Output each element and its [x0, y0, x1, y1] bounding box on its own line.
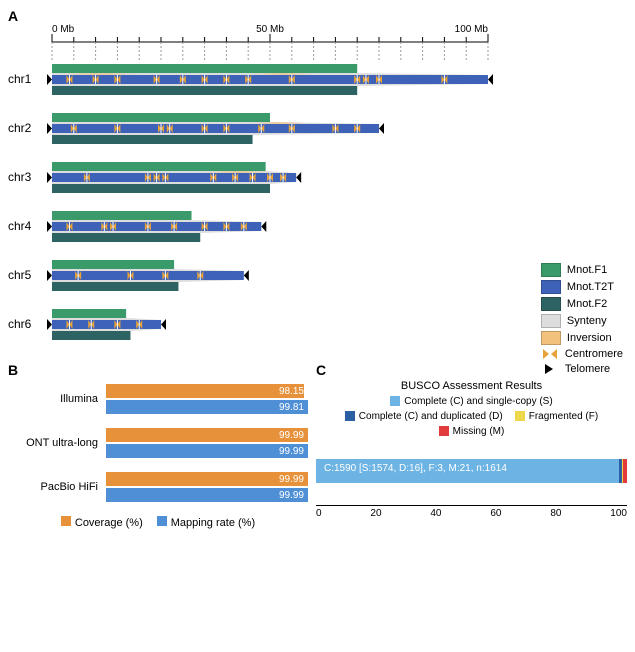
- axis-tick: 80: [550, 508, 561, 519]
- panel-c-title: BUSCO Assessment Results: [316, 380, 627, 392]
- axis-tick: 100: [610, 508, 627, 519]
- legend-item: Telomere: [541, 363, 623, 375]
- coverage-bar: [106, 472, 308, 486]
- bar-value: 99.99: [279, 472, 304, 486]
- legend-item: Fragmented (F): [515, 411, 598, 422]
- busco-annotation: C:1590 [S:1574, D:16], F:3, M:21, n:1614: [324, 463, 507, 474]
- bar-group: Illumina 98.15 99.81: [8, 384, 308, 414]
- panel-c-bar: C:1590 [S:1574, D:16], F:3, M:21, n:1614: [316, 443, 627, 501]
- bar-value: 99.81: [279, 400, 304, 414]
- group-label: PacBio HiFi: [8, 481, 106, 493]
- svg-text:chr1: chr1: [8, 72, 32, 86]
- panel-a-legend: Mnot.F1 Mnot.T2T Mnot.F2 Synteny Inversion Ce…: [541, 260, 623, 378]
- svg-text:0 Mb: 0 Mb: [52, 24, 75, 35]
- coverage-bar: [106, 384, 304, 398]
- svg-text:100 Mb: 100 Mb: [455, 24, 489, 35]
- panel-b-body: Illumina 98.15 99.81 ONT ultra-long 99.99 99.…: [8, 384, 308, 502]
- legend-item: Mnot.T2T: [541, 280, 623, 294]
- group-label: Illumina: [8, 393, 106, 405]
- panel-c-axis: 0 20 40 60 80 100: [316, 505, 627, 519]
- legend-item: Centromere: [541, 348, 623, 360]
- panel-c-label: C: [316, 362, 326, 378]
- busco-segment: [623, 459, 627, 483]
- mapping-bar: [106, 400, 308, 414]
- panel-a-svg: 0 Mb 50 Mb 100 Mb chr1 chr2 chr3 chr4 chr5 chr6: [8, 24, 627, 358]
- legend-item: Mnot.F2: [541, 297, 623, 311]
- mapping-bar: [106, 488, 308, 502]
- group-label: ONT ultra-long: [8, 437, 106, 449]
- coverage-bar: [106, 428, 308, 442]
- axis-tick: 0: [316, 508, 322, 519]
- mapping-bar: [106, 444, 308, 458]
- svg-text:chr4: chr4: [8, 219, 32, 233]
- svg-text:chr3: chr3: [8, 170, 32, 184]
- legend-item: Complete (C) and single-copy (S): [390, 396, 552, 407]
- axis-tick: 60: [490, 508, 501, 519]
- legend-item: Inversion: [541, 331, 623, 345]
- bar-value: 99.99: [279, 444, 304, 458]
- legend-item: Missing (M): [439, 426, 505, 437]
- bar-value: 99.99: [279, 428, 304, 442]
- bar-value: 99.99: [279, 488, 304, 502]
- panel-a-label: A: [8, 8, 18, 24]
- panel-b-label: B: [8, 362, 18, 378]
- legend-item: Complete (C) and duplicated (D): [345, 411, 503, 422]
- axis-tick: 20: [370, 508, 381, 519]
- bar-group: PacBio HiFi 99.99 99.99: [8, 472, 308, 502]
- panel-b-legend: Coverage (%) Mapping rate (%): [8, 516, 308, 529]
- svg-text:chr2: chr2: [8, 121, 32, 135]
- axis-tick: 40: [430, 508, 441, 519]
- svg-text:chr5: chr5: [8, 268, 32, 282]
- panel-c-legend: Complete (C) and single-copy (S) Complete…: [316, 396, 627, 437]
- legend-item: Synteny: [541, 314, 623, 328]
- bar-value: 98.15: [279, 384, 304, 398]
- legend-item: Coverage (%): [61, 516, 143, 529]
- svg-text:50 Mb: 50 Mb: [256, 24, 284, 35]
- bar-group: ONT ultra-long 99.99 99.99: [8, 428, 308, 458]
- legend-item: Mnot.F1: [541, 263, 623, 277]
- legend-item: Mapping rate (%): [157, 516, 255, 529]
- svg-text:chr6: chr6: [8, 317, 32, 331]
